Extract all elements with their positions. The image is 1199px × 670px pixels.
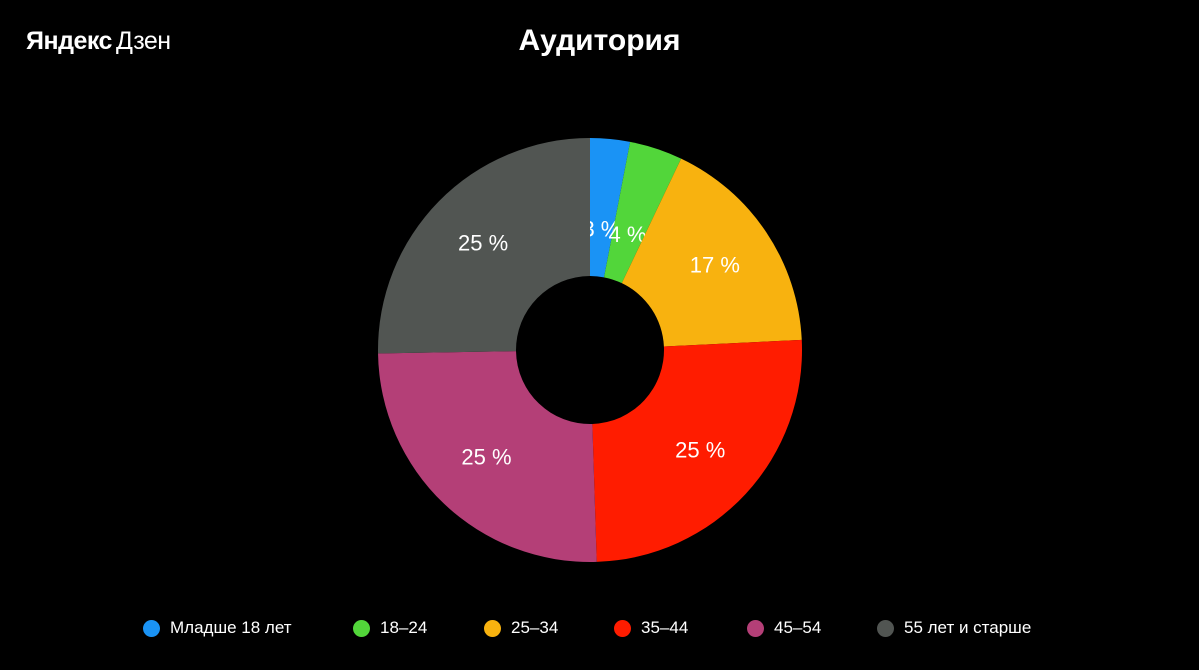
legend-label: 45–54 (774, 618, 822, 637)
pie-slice-5 (377, 138, 590, 354)
logo-product: Дзен (115, 27, 171, 55)
pie-slice-1 (604, 141, 682, 284)
legend-item: 35–44 (614, 618, 688, 638)
slice-label-1: 4 % (608, 222, 646, 247)
legend-label: Младше 18 лет (170, 618, 292, 637)
legend-item: 18–24 (353, 618, 427, 638)
pie-slice-0 (590, 138, 631, 278)
legend-item: 25–34 (484, 618, 558, 638)
legend-swatch (353, 619, 370, 637)
legend-label: 25–34 (511, 618, 559, 637)
legend-swatch (877, 619, 894, 637)
legend-item: 45–54 (747, 618, 821, 638)
logo: Яндекс Дзен (26, 27, 171, 56)
legend-item: 55 лет и старше (877, 618, 1031, 638)
chart-title: Аудитория (518, 24, 681, 57)
slice-label-5: 25 % (458, 231, 508, 256)
legend-swatch (143, 619, 160, 637)
pie-slice-3 (592, 339, 803, 562)
chart-legend: Младше 18 лет 18–24 25–34 35–44 45–54 55 лет … (0, 618, 1199, 642)
legend-label: 35–44 (641, 618, 689, 637)
legend-label: 55 лет и старше (904, 618, 1032, 637)
slice-label-2: 17 % (690, 253, 740, 278)
legend-label: 18–24 (380, 618, 428, 637)
logo-brand: Яндекс (26, 27, 112, 55)
pie-slice-4 (378, 351, 597, 562)
pie-slice-2 (621, 158, 802, 347)
legend-swatch (747, 619, 764, 637)
slice-label-4: 25 % (461, 444, 511, 469)
legend-swatch (484, 619, 501, 637)
slice-label-3: 25 % (675, 438, 725, 463)
legend-item: Младше 18 лет (143, 618, 292, 638)
legend-swatch (614, 619, 631, 637)
